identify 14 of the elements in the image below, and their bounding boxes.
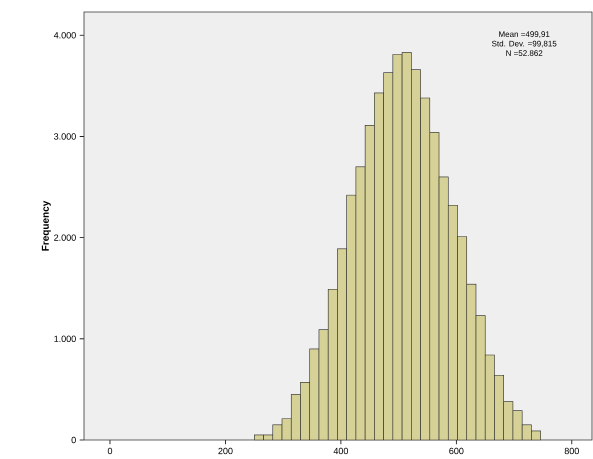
x-tick-label: 400 [334, 448, 348, 454]
y-tick-label: 4.000 [54, 32, 76, 38]
annotation: Mean =499,91 [499, 31, 550, 38]
y-tick-label: 0 [72, 436, 76, 444]
y-axis-title: Frequency [42, 200, 51, 251]
annotation: N =52.862 [506, 50, 542, 56]
x-tick-label: 800 [564, 448, 579, 454]
y-tick-label: 1.000 [54, 336, 76, 342]
x-tick-label: 0 [108, 448, 112, 454]
y-tick-label: 2.000 [54, 234, 76, 241]
x-tick-label: 600 [449, 448, 464, 454]
y-tick-label: 3.000 [54, 133, 76, 140]
x-tick-label: 200 [218, 448, 233, 454]
annotation: Std. Dev. =99,815 [492, 40, 556, 48]
